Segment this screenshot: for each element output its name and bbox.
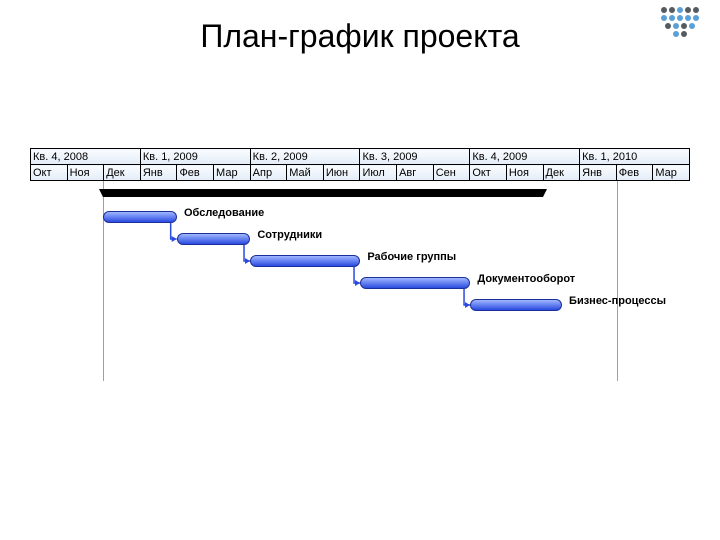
task-bar [177,233,250,245]
month-cell: Фев [616,165,653,181]
task-bar [250,255,360,267]
month-cell: Дек [543,165,580,181]
task-bar [360,277,470,289]
summary-bar [103,189,543,197]
month-cell: Июн [323,165,360,181]
month-cell: Авг [397,165,434,181]
month-cell: Мар [653,165,690,181]
month-cell: Окт [31,165,68,181]
task-label: Бизнес-процессы [569,295,666,307]
task-bar [103,211,176,223]
quarter-cell: Кв. 1, 2009 [140,149,250,165]
slide: План-график проекта Кв. 4, 2008Кв. 1, 20… [0,0,720,540]
gridline [103,181,104,381]
month-cell: Апр [250,165,287,181]
month-cell: Янв [580,165,617,181]
gridline [617,181,618,381]
quarter-cell: Кв. 1, 2010 [580,149,690,165]
task-label: Сотрудники [257,229,322,241]
month-cell: Окт [470,165,507,181]
timeline-header: Кв. 4, 2008Кв. 1, 2009Кв. 2, 2009Кв. 3, … [30,148,690,181]
gantt-chart: Кв. 4, 2008Кв. 1, 2009Кв. 2, 2009Кв. 3, … [30,148,690,381]
task-label: Рабочие группы [367,251,456,263]
month-cell: Май [287,165,324,181]
quarter-cell: Кв. 3, 2009 [360,149,470,165]
quarter-cell: Кв. 2, 2009 [250,149,360,165]
month-cell: Июл [360,165,397,181]
month-cell: Сен [433,165,470,181]
month-cell: Янв [140,165,177,181]
month-cell: Дек [104,165,141,181]
quarter-cell: Кв. 4, 2009 [470,149,580,165]
quarter-cell: Кв. 4, 2008 [31,149,141,165]
task-bar [470,299,562,311]
task-label: Обследование [184,207,264,219]
logo-icon [658,4,708,44]
month-cell: Ноя [67,165,104,181]
month-cell: Ноя [506,165,543,181]
month-cell: Мар [214,165,251,181]
month-cell: Фев [177,165,214,181]
gantt-body: Обследование Сотрудники Рабочие группы Доку… [30,181,690,381]
page-title: План-график проекта [0,18,720,55]
task-label: Документооборот [477,273,575,285]
